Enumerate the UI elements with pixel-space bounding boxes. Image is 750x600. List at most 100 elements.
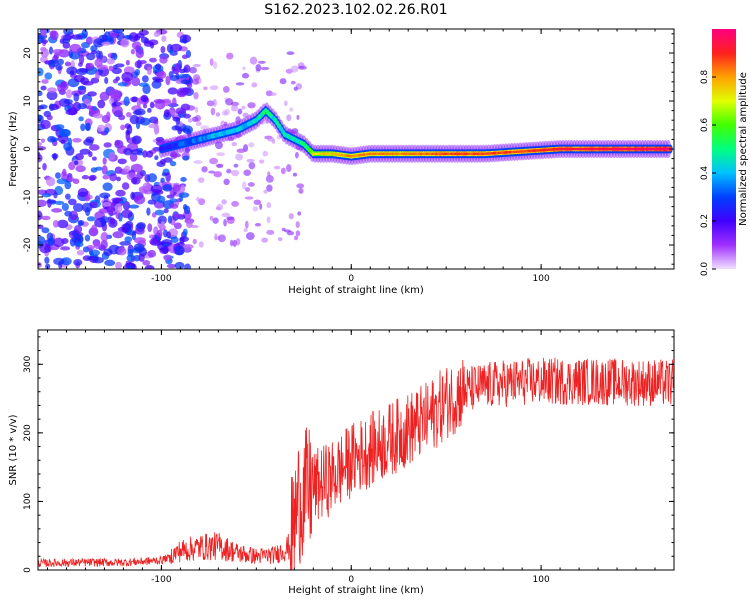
noise-blob: [121, 71, 133, 82]
noise-blob: [92, 113, 103, 119]
noise-blob: [177, 74, 189, 79]
noise-blob: [212, 217, 219, 224]
noise-blob: [216, 163, 224, 169]
noise-blob: [271, 138, 276, 144]
noise-blob: [157, 195, 166, 204]
noise-blob: [150, 184, 163, 194]
noise-blob: [120, 124, 126, 131]
noise-blob: [90, 224, 98, 235]
noise-blob: [125, 59, 130, 66]
noise-blob: [86, 52, 96, 61]
noise-blob: [136, 97, 141, 108]
noise-blob: [186, 105, 196, 111]
noise-blob: [149, 101, 155, 109]
noise-blob: [109, 217, 116, 225]
noise-blob: [95, 50, 101, 59]
noise-blob: [61, 202, 69, 212]
colorbar-tick-label: 0.8: [700, 70, 710, 85]
noise-blob: [243, 169, 251, 176]
noise-blob: [252, 206, 259, 212]
noise-blob: [286, 164, 292, 173]
noise-blob: [283, 100, 288, 107]
noise-blob: [165, 172, 171, 183]
noise-blob: [293, 235, 299, 241]
noise-blob: [163, 109, 170, 118]
noise-blob: [88, 174, 97, 181]
noise-blob: [51, 208, 63, 213]
x-tick-label: 0: [348, 575, 354, 585]
noise-blob: [209, 157, 219, 165]
noise-blob: [198, 198, 206, 206]
noise-blob: [237, 108, 243, 115]
x-tick-label: 0: [348, 274, 354, 284]
noise-blob: [105, 35, 114, 42]
noise-blob: [45, 263, 51, 269]
noise-blob: [241, 181, 247, 190]
noise-blob: [179, 38, 188, 44]
noise-blob: [38, 114, 44, 124]
noise-blob: [65, 193, 71, 200]
noise-blob: [232, 239, 237, 247]
noise-blob: [161, 35, 167, 43]
noise-blob: [39, 243, 51, 254]
noise-blob: [231, 104, 238, 112]
noise-blob: [38, 235, 46, 245]
colorbar-gradient: [712, 29, 736, 269]
noise-blob: [90, 167, 98, 173]
noise-blob: [41, 215, 51, 221]
noise-blob: [45, 176, 56, 187]
noise-blob: [180, 79, 192, 85]
noise-blob: [102, 174, 110, 180]
noise-blob: [292, 172, 298, 177]
noise-blob: [114, 139, 121, 146]
noise-blob: [117, 82, 128, 87]
noise-blob: [102, 157, 107, 165]
noise-blob: [296, 183, 305, 189]
noise-blob: [66, 66, 78, 75]
noise-blob: [170, 203, 179, 209]
noise-blob: [249, 56, 258, 65]
noise-blob: [56, 219, 69, 229]
noise-blob: [56, 178, 67, 185]
figure-title: S162.2023.102.02.26.R01: [264, 2, 447, 18]
noise-blob: [99, 91, 110, 101]
noise-blob: [60, 246, 71, 251]
noise-blob: [173, 213, 184, 218]
noise-blob: [99, 216, 110, 224]
noise-blob: [94, 241, 101, 250]
noise-blob: [213, 171, 223, 178]
noise-blob: [124, 236, 133, 243]
noise-blob: [160, 221, 165, 230]
noise-blob: [63, 142, 73, 152]
noise-blob: [182, 155, 190, 161]
noise-blob: [182, 228, 188, 236]
spectrogram-x-axis-label: Height of straight line (km): [288, 285, 424, 296]
noise-blob: [223, 219, 227, 227]
noise-blob: [102, 182, 113, 191]
noise-blob: [195, 121, 202, 127]
noise-blob: [294, 151, 299, 159]
noise-blob: [273, 165, 281, 170]
noise-blob: [221, 199, 227, 205]
noise-blob: [209, 85, 219, 91]
noise-blob: [150, 41, 155, 49]
noise-blob: [40, 85, 47, 91]
noise-blob: [97, 124, 106, 132]
noise-blob: [117, 158, 127, 165]
noise-blob: [119, 241, 132, 246]
x-tick-label: -100: [151, 274, 172, 284]
noise-blob: [103, 142, 112, 148]
colorbar: 0.0 0.2 0.4 0.6 0.8 Normalized spectral ampl…: [700, 29, 749, 276]
noise-blob: [78, 220, 85, 226]
noise-blob: [123, 96, 130, 107]
noise-blob: [174, 245, 185, 256]
noise-blob: [210, 107, 216, 116]
noise-blob: [153, 119, 159, 126]
noise-blob: [288, 213, 294, 220]
noise-blob: [64, 61, 72, 67]
noise-blob: [121, 182, 130, 190]
noise-blob: [74, 241, 84, 248]
noise-blob: [296, 114, 300, 120]
noise-blob: [69, 51, 81, 60]
